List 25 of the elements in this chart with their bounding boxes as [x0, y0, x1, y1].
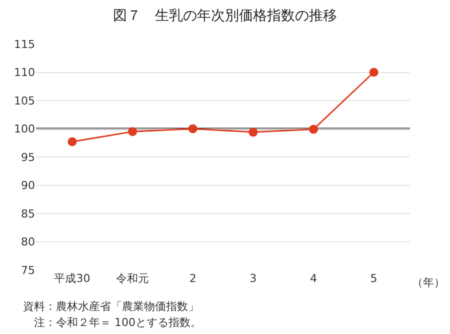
- x-tick-label: 5: [370, 272, 378, 285]
- x-axis-title: （年）: [412, 276, 445, 289]
- point: [188, 124, 198, 134]
- point: [248, 128, 258, 137]
- x-tick-label: 令和元: [116, 272, 150, 285]
- chart-title: 図７ 生乳の年次別価格指数の推移: [113, 8, 337, 24]
- y-tick-label: 90: [21, 179, 35, 192]
- y-tick-label: 80: [21, 236, 35, 249]
- y-tick-label: 75: [21, 264, 35, 277]
- x-tick-label: 平成30: [54, 272, 90, 285]
- y-tick-label: 85: [21, 207, 35, 220]
- y-tick-label: 105: [14, 94, 35, 108]
- y-tick-label: 115: [14, 38, 35, 51]
- text: 注：令和２年＝ 100とする指数。: [23, 316, 202, 329]
- point: [369, 68, 378, 77]
- x-tick-label: 3: [250, 272, 257, 285]
- point: [308, 124, 318, 134]
- y-tick-label: 110: [14, 66, 35, 80]
- point: [128, 127, 138, 136]
- text: 資料：農林水産省「農業物価指数」: [23, 300, 199, 313]
- point: [68, 137, 77, 146]
- y-tick-label: 100: [14, 122, 35, 136]
- x-tick-label: 2: [189, 272, 196, 285]
- y-tick-label: 95: [21, 150, 35, 164]
- x-tick-label: 4: [310, 272, 317, 285]
